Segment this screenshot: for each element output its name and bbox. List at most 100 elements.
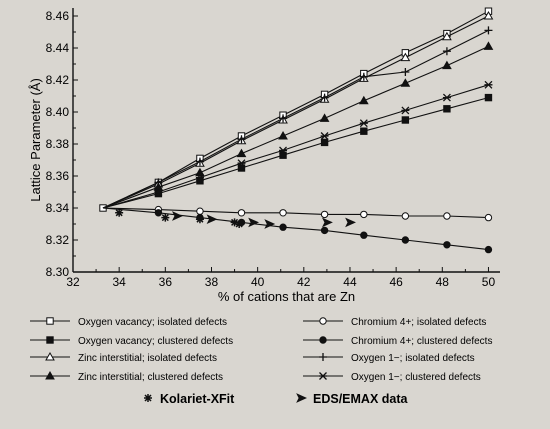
legend-marker [46, 317, 54, 325]
series-line [102, 15, 489, 209]
data-point [442, 93, 451, 102]
data-point [279, 151, 287, 159]
data-point [401, 106, 410, 115]
legend-entry: Chromium 4+; isolated defects [303, 317, 486, 328]
series-line [102, 45, 489, 209]
legend-marker [45, 370, 55, 380]
legend-marker [319, 317, 327, 325]
data-point [230, 218, 239, 227]
data-point [115, 208, 124, 217]
data-point [172, 211, 183, 221]
data-point [320, 210, 329, 219]
series-triangle-filled [102, 41, 494, 209]
legend-label: Oxygen 1−; isolated defects [351, 353, 475, 364]
x-tick-label: 34 [112, 275, 126, 289]
data-point [401, 68, 410, 76]
data-point [278, 130, 288, 140]
data-point [484, 93, 493, 102]
x-tick-label: 44 [343, 275, 357, 289]
series-group [99, 7, 494, 254]
data-point [235, 220, 244, 228]
legend-entry: Oxygen vacancy; clustered defects [30, 336, 233, 347]
data-point [196, 207, 204, 215]
data-point [264, 219, 276, 229]
data-point [484, 80, 493, 89]
data-point [401, 116, 410, 124]
data-point [400, 78, 411, 87]
legend-entry: Oxygen vacancy; isolated defects [30, 317, 227, 328]
legend-entry: Zinc interstitial; isolated defects [30, 351, 217, 364]
data-point [359, 119, 368, 128]
data-point [153, 182, 164, 191]
legend-marker [296, 393, 307, 403]
data-point [483, 10, 494, 20]
data-point [154, 178, 163, 187]
data-point [360, 210, 368, 219]
series-line [102, 84, 489, 209]
y-tick-label: 8.34 [46, 201, 70, 215]
x-tick-label: 40 [251, 275, 265, 289]
x-tick-label: 48 [436, 275, 450, 289]
y-tick-label: 8.42 [46, 73, 70, 87]
data-point [237, 209, 246, 217]
data-point [320, 132, 329, 140]
legend-label: Chromium 4+; isolated defects [351, 317, 486, 328]
series-asterisk [115, 208, 244, 228]
data-point [237, 164, 246, 172]
data-point [237, 159, 246, 168]
series-line [102, 207, 489, 219]
x-tick-label: 36 [159, 275, 173, 289]
legend-label: Zinc interstitial; isolated defects [78, 353, 217, 364]
legend-entry-bold: Kolariet-XFit [144, 392, 235, 406]
data-point [195, 173, 204, 182]
legend-entry: Zinc interstitial; clustered defects [30, 370, 223, 383]
data-point [484, 26, 493, 35]
x-axis-title: % of cations that are Zn [218, 289, 355, 304]
data-point [360, 127, 368, 135]
x-tick-label: 46 [389, 275, 403, 289]
legend-entry: Oxygen 1−; isolated defects [303, 353, 475, 364]
data-point [443, 241, 451, 249]
x-tick-label: 50 [482, 275, 496, 289]
y-tick-label: 8.44 [46, 41, 70, 55]
data-point [443, 105, 451, 113]
data-point [320, 226, 329, 235]
legend-label: Zinc interstitial; clustered defects [78, 372, 223, 383]
series-line [102, 10, 489, 209]
data-point [484, 213, 493, 222]
data-point [345, 217, 356, 228]
y-tick-label: 8.38 [46, 137, 70, 151]
data-point [443, 212, 451, 220]
y-tick-label: 8.30 [46, 265, 70, 279]
series-line [102, 29, 489, 209]
series-plus [102, 26, 493, 209]
data-point [360, 231, 368, 239]
legend-entry: Chromium 4+; clustered defects [303, 336, 492, 347]
data-point [154, 188, 163, 196]
y-tick-label: 8.40 [46, 105, 70, 119]
series-star [102, 80, 493, 209]
data-point [484, 245, 493, 254]
data-point [319, 113, 330, 122]
data-point [401, 236, 410, 244]
y-tick-label: 8.32 [46, 233, 70, 247]
legend-entry: Oxygen 1−; clustered defects [303, 372, 481, 383]
data-point [237, 135, 246, 144]
axes: 8.30 8.32 8.34 8.36 8.38 8.40 8.42 8.44 8.46 32 34… [28, 8, 500, 304]
data-point [279, 146, 288, 155]
data-point [279, 209, 287, 217]
legend-label: Oxygen 1−; clustered defects [351, 372, 481, 383]
data-point [195, 167, 205, 177]
legend-label: Oxygen vacancy; clustered defects [78, 336, 233, 347]
y-axis-title: Lattice Parameter (Å) [28, 78, 43, 202]
data-point [401, 212, 410, 220]
data-point [483, 41, 494, 50]
x-tick-label: 32 [66, 275, 80, 289]
data-point [322, 217, 333, 228]
data-point [442, 47, 451, 56]
data-point [195, 157, 204, 166]
legend-marker [144, 394, 152, 402]
data-point [442, 31, 452, 41]
